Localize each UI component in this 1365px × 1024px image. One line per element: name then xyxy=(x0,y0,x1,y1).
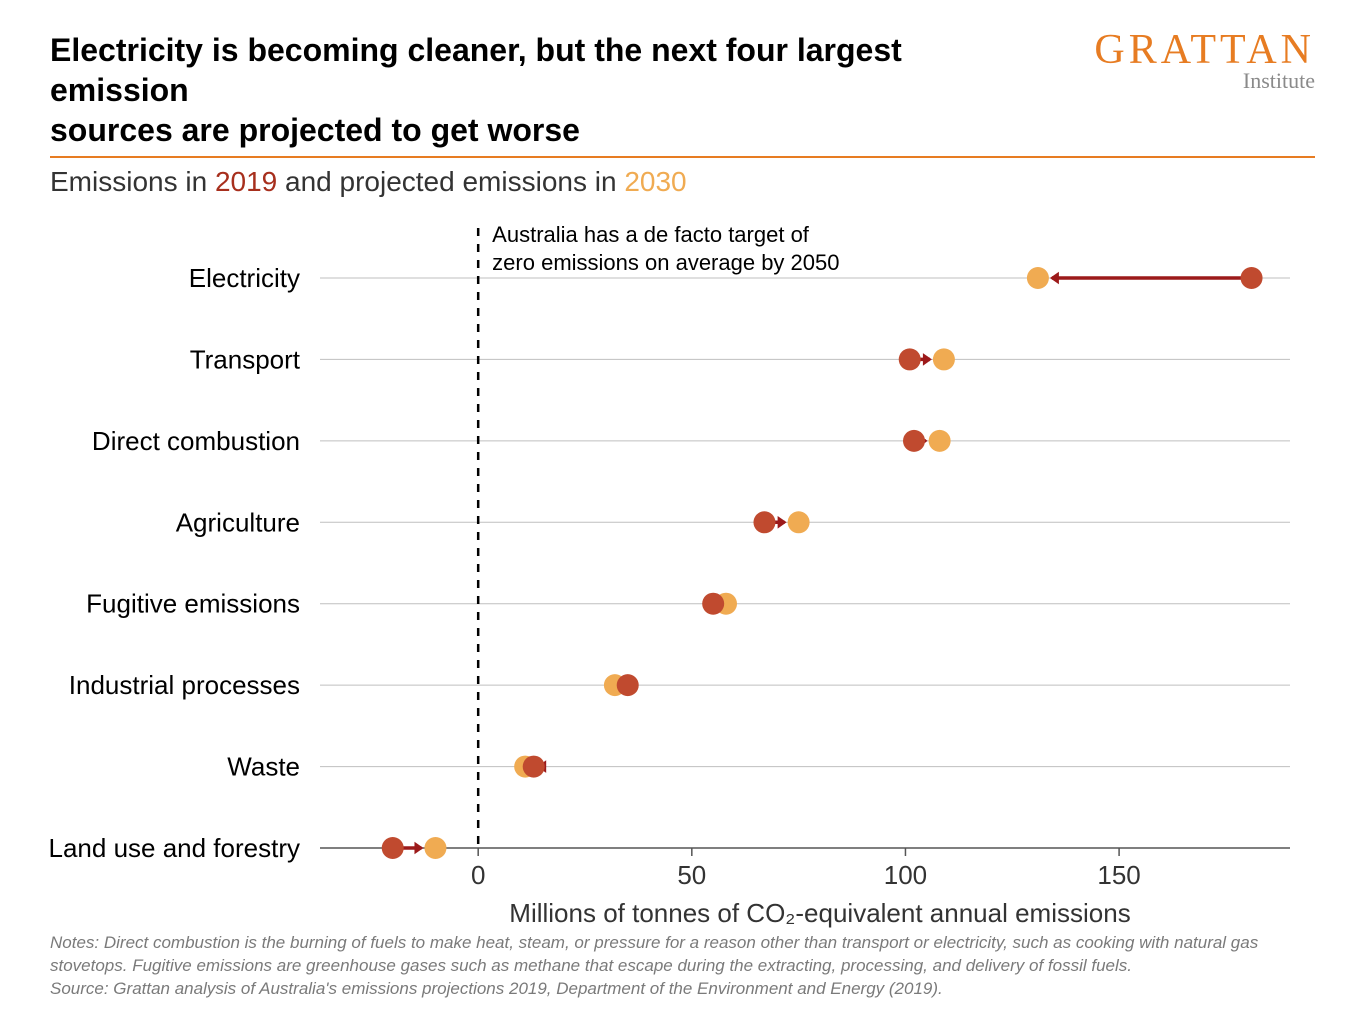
svg-text:100: 100 xyxy=(884,860,927,890)
svg-text:Fugitive emissions: Fugitive emissions xyxy=(86,589,300,619)
chart-notes: Notes: Direct combustion is the burning … xyxy=(50,932,1315,1001)
subtitle-year-2030: 2030 xyxy=(624,166,686,197)
svg-text:Land use and forestry: Land use and forestry xyxy=(50,833,300,863)
subtitle-mid: and projected emissions in xyxy=(277,166,624,197)
svg-text:zero emissions on average by 2: zero emissions on average by 2050 xyxy=(492,250,839,275)
svg-text:Transport: Transport xyxy=(190,344,301,374)
svg-text:Direct combustion: Direct combustion xyxy=(92,426,300,456)
notes-line1: Notes: Direct combustion is the burning … xyxy=(50,933,1258,952)
svg-text:150: 150 xyxy=(1097,860,1140,890)
header: Electricity is becoming cleaner, but the… xyxy=(50,30,1315,150)
subtitle-year-2019: 2019 xyxy=(215,166,277,197)
svg-text:Australia has a de facto targe: Australia has a de facto target of xyxy=(492,222,810,247)
svg-text:Agriculture: Agriculture xyxy=(176,507,300,537)
subtitle-prefix: Emissions in xyxy=(50,166,215,197)
svg-text:Millions of tonnes of CO₂-equi: Millions of tonnes of CO₂-equivalent ann… xyxy=(509,898,1130,928)
notes-line2: stovetops. Fugitive emissions are greenh… xyxy=(50,956,1132,975)
notes-line3: Source: Grattan analysis of Australia's … xyxy=(50,979,943,998)
dumbbell-chart: 0 50 100 150 Australia has a de facto target… xyxy=(50,208,1315,928)
chart-area: 0 50 100 150 Australia has a de facto target… xyxy=(50,208,1315,928)
svg-text:Electricity: Electricity xyxy=(189,263,300,293)
brand-logo: GRATTAN Institute xyxy=(1094,26,1315,94)
title-line1: Electricity is becoming cleaner, but the… xyxy=(50,32,902,108)
svg-text:Industrial processes: Industrial processes xyxy=(69,670,300,700)
title-line2: sources are projected to get worse xyxy=(50,112,580,148)
chart-subtitle: Emissions in 2019 and projected emission… xyxy=(50,166,1315,198)
svg-text:0: 0 xyxy=(471,860,485,890)
chart-title: Electricity is becoming cleaner, but the… xyxy=(50,30,950,150)
brand-name: GRATTAN xyxy=(1094,26,1315,74)
svg-text:Waste: Waste xyxy=(227,752,300,782)
svg-text:50: 50 xyxy=(677,860,706,890)
divider-rule xyxy=(50,156,1315,158)
